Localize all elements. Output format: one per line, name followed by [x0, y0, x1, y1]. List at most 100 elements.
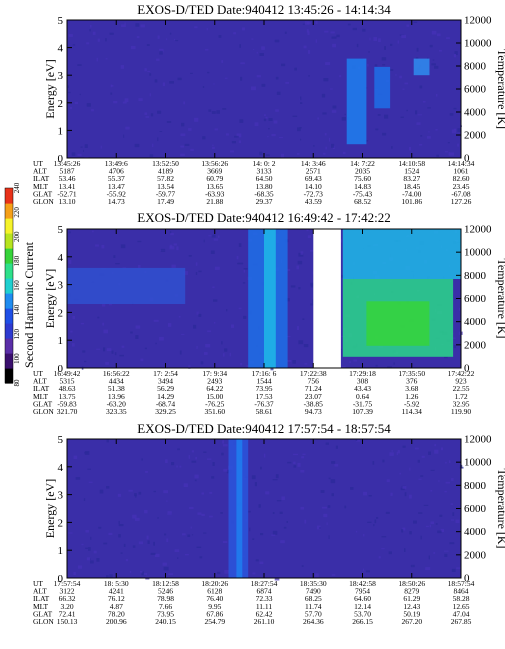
noise-speck: [303, 45, 307, 49]
noise-speck: [401, 34, 406, 39]
noise-speck: [183, 483, 188, 487]
noise-speck: [240, 76, 243, 81]
colorbar-tick-label: 220: [13, 207, 21, 218]
noise-speck: [264, 114, 266, 116]
noise-speck: [332, 43, 336, 48]
noise-speck: [160, 248, 166, 252]
noise-speck: [451, 337, 456, 339]
noise-speck: [259, 53, 264, 56]
colorbar-tick-label: 140: [13, 304, 21, 315]
noise-speck: [344, 113, 346, 116]
ephemeris-value: 61.29: [403, 594, 420, 603]
noise-speck: [224, 570, 229, 574]
noise-speck: [413, 21, 418, 23]
noise-speck: [222, 541, 228, 543]
ephemeris-value: 2493: [207, 377, 222, 386]
noise-speck: [105, 58, 108, 60]
energy-tick-label: 5: [58, 224, 64, 236]
noise-speck: [100, 145, 102, 149]
ephemeris-value: 14:14:34: [448, 159, 475, 168]
ephemeris-value: 29.37: [256, 197, 273, 206]
noise-speck: [402, 527, 406, 531]
ephemeris-value: 267.20: [401, 617, 422, 626]
noise-speck: [402, 445, 406, 448]
noise-speck: [239, 119, 244, 123]
ephemeris-value: 13.65: [206, 182, 223, 191]
noise-speck: [92, 230, 94, 233]
ephemeris-value: 75.60: [354, 174, 371, 183]
ephemeris-value: 13.41: [59, 182, 76, 191]
noise-speck: [450, 503, 454, 505]
ephemeris-value: 56.29: [157, 384, 174, 393]
noise-speck: [226, 309, 228, 312]
noise-speck: [72, 343, 75, 347]
noise-speck: [109, 574, 113, 579]
noise-speck: [80, 146, 83, 148]
panel-title: EXOS-D/TED Date:940412 17:57:54 - 18:57:…: [137, 421, 391, 436]
noise-speck: [130, 45, 136, 50]
noise-speck: [196, 311, 199, 315]
noise-speck: [138, 98, 143, 102]
noise-speck: [368, 495, 372, 497]
noise-speck: [171, 462, 175, 466]
noise-speck: [397, 40, 399, 44]
noise-speck: [272, 530, 278, 535]
noise-speck: [431, 63, 436, 66]
noise-speck: [302, 453, 306, 455]
noise-speck: [120, 244, 126, 249]
noise-speck: [352, 27, 357, 31]
noise-speck: [353, 359, 357, 362]
ephemeris-value: 15.00: [206, 392, 223, 401]
noise-speck: [214, 128, 218, 131]
ephemeris-value: 1544: [257, 377, 272, 386]
noise-speck: [122, 101, 127, 104]
energy-tick-label: 2: [58, 307, 64, 319]
noise-speck: [382, 64, 386, 66]
noise-speck: [319, 527, 321, 529]
noise-speck: [154, 553, 160, 557]
noise-speck: [356, 439, 360, 442]
noise-speck: [182, 533, 186, 536]
noise-speck: [271, 133, 276, 137]
noise-speck: [115, 263, 120, 265]
noise-speck: [404, 548, 406, 552]
noise-speck: [331, 461, 336, 464]
noise-speck: [323, 152, 326, 155]
ephemeris-value: 17:29:18: [349, 369, 376, 378]
noise-speck: [327, 505, 331, 508]
noise-speck: [331, 36, 337, 39]
noise-speck: [251, 38, 254, 40]
noise-speck: [457, 143, 459, 147]
noise-speck: [212, 462, 215, 466]
ephemeris-value: 47.04: [453, 609, 470, 618]
noise-speck: [222, 440, 224, 444]
temperature-tick-label: 2000: [464, 130, 487, 142]
noise-speck: [183, 271, 189, 275]
ephemeris-value: 266.15: [352, 617, 373, 626]
noise-speck: [240, 363, 243, 366]
temperature-tick-label: 0: [464, 573, 470, 585]
noise-speck: [194, 474, 199, 479]
noise-speck: [254, 482, 257, 487]
noise-speck: [70, 106, 73, 110]
noise-speck: [117, 493, 122, 497]
ephemeris-value: 18:42:58: [349, 579, 376, 588]
noise-speck: [84, 452, 89, 454]
ephemeris-value: 73.95: [157, 609, 174, 618]
ephemeris-value: 4189: [158, 167, 173, 176]
temperature-tick-label: 10000: [464, 457, 492, 469]
noise-speck: [256, 75, 261, 78]
energy-axis-label: Energy [eV]: [43, 59, 57, 118]
ephemeris-value: 150.13: [57, 617, 78, 626]
noise-speck: [88, 547, 91, 551]
ephemeris-value: 94.73: [305, 407, 322, 416]
spectrogram-area: [67, 20, 462, 159]
ephemeris-value: 200.96: [106, 617, 127, 626]
noise-speck: [428, 451, 431, 455]
noise-speck: [429, 524, 431, 528]
noise-speck: [448, 152, 450, 156]
noise-speck: [164, 533, 167, 536]
noise-speck: [220, 512, 223, 514]
noise-speck: [212, 146, 215, 150]
noise-speck: [449, 113, 454, 116]
